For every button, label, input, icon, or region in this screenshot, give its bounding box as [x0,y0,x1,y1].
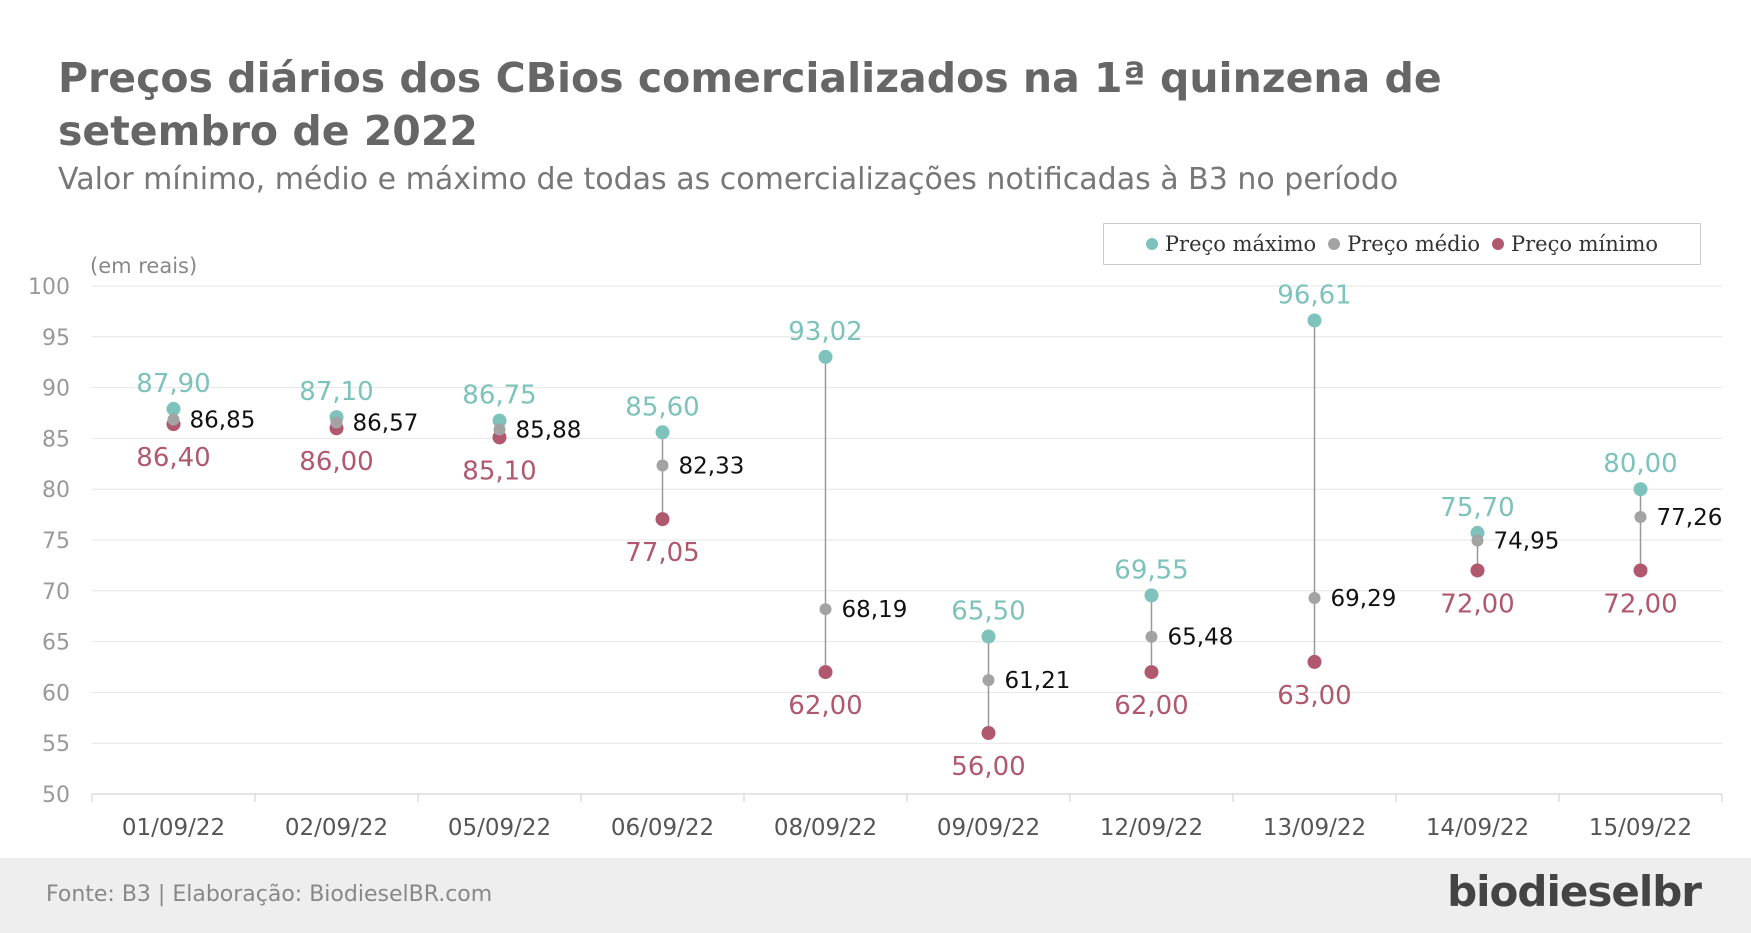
min-point [1470,563,1485,578]
legend-min-label: Preço mínimo [1510,232,1659,256]
avg-value-label: 69,29 [1331,586,1397,612]
x-tick-label: 12/09/22 [1100,815,1203,841]
min-value-label: 86,00 [299,447,373,477]
min-value-label: 72,00 [1440,589,1514,619]
avg-value-label: 65,48 [1168,625,1234,651]
max-value-label: 96,61 [1277,280,1351,310]
legend-max-label: Preço máximo [1164,232,1317,256]
min-point [818,665,833,680]
max-point [1307,313,1322,328]
max-point [1633,482,1648,497]
y-tick-label: 90 [42,377,70,402]
avg-point [330,416,343,429]
avg-point [1634,511,1647,524]
y-tick-label: 85 [42,427,70,452]
max-value-label: 85,60 [625,392,699,422]
y-tick-label: 100 [28,275,70,300]
avg-value-label: 82,33 [679,454,745,480]
max-value-label: 80,00 [1603,449,1677,479]
min-value-label: 72,00 [1603,589,1677,619]
avg-point [819,603,832,616]
max-value-label: 86,75 [462,381,536,411]
legend-avg-label: Preço médio [1347,232,1480,256]
min-value-label: 56,00 [951,752,1025,782]
min-point [1307,654,1322,669]
avg-value-label: 77,26 [1657,505,1723,531]
max-point [818,349,833,364]
max-value-label: 75,70 [1440,493,1514,523]
brand-logo: biodieselbr [1447,867,1702,916]
avg-point [982,674,995,687]
y-tick-label: 75 [42,529,70,554]
max-value-label: 69,55 [1114,555,1188,585]
min-point [1633,563,1648,578]
avg-point [656,459,669,472]
y-axis-label: (em reais) [90,254,197,278]
y-tick-label: 55 [42,732,70,757]
chart-legend: Preço máximo Preço médio Preço mínimo [1103,223,1701,265]
chart-plot: 100 95 90 85 80 75 70 65 60 55 50 (em reais) 01/09/2… [28,254,1723,841]
avg-value-label: 85,88 [516,417,582,443]
y-tick-label: 70 [42,580,70,605]
avg-value-label: 86,85 [190,408,256,434]
min-point [655,512,670,527]
min-value-label: 86,40 [136,443,210,473]
max-value-label: 65,50 [951,597,1025,627]
x-tick-label: 15/09/22 [1589,815,1692,841]
y-tick-label: 65 [42,631,70,656]
avg-point [1308,592,1321,605]
source-note: Fonte: B3 | Elaboração: BiodieselBR.com [46,882,493,907]
min-value-label: 77,05 [625,538,699,568]
max-value-label: 87,90 [136,369,210,399]
x-tick-label: 06/09/22 [611,815,714,841]
y-tick-label: 60 [42,681,70,706]
y-tick-label: 50 [42,783,70,808]
max-point [166,401,181,416]
avg-value-label: 86,57 [353,410,419,436]
max-point [655,425,670,440]
legend-item-max: Preço máximo [1145,232,1317,256]
x-tick-label: 01/09/22 [122,815,225,841]
max-point [981,629,996,644]
avg-point [167,413,180,426]
legend-item-min: Preço mínimo [1491,232,1659,256]
min-value-label: 62,00 [1114,691,1188,721]
legend-avg-dot [1328,238,1341,250]
avg-value-label: 68,19 [842,597,908,623]
y-tick-label: 80 [42,478,70,503]
avg-point [493,423,506,436]
avg-value-label: 74,95 [1494,529,1560,555]
x-tick-label: 05/09/22 [448,815,551,841]
legend-item-avg: Preço médio [1328,232,1480,256]
max-point [1144,588,1159,603]
min-value-label: 63,00 [1277,681,1351,711]
legend-max-dot [1145,238,1158,250]
min-point [1144,665,1159,680]
x-tick-label: 08/09/22 [774,815,877,841]
x-tick-label: 13/09/22 [1263,815,1366,841]
chart-title: Preços diários dos CBios comercializados… [58,54,1442,155]
footer: Fonte: B3 | Elaboração: BiodieselBR.com … [0,858,1751,933]
y-tick-label: 95 [42,326,70,351]
avg-point [1145,630,1158,643]
min-value-label: 85,10 [462,456,536,486]
max-point [492,413,507,428]
max-value-label: 93,02 [788,317,862,347]
x-tick-label: 02/09/22 [285,815,388,841]
x-tick-label: 09/09/22 [937,815,1040,841]
legend-min-dot [1491,238,1504,250]
min-value-label: 62,00 [788,691,862,721]
chart-subtitle: Valor mínimo, médio e máximo de todas as… [58,162,1399,197]
min-point [981,726,996,741]
max-value-label: 87,10 [299,377,373,407]
avg-value-label: 61,21 [1005,668,1071,694]
avg-point [1471,534,1484,547]
x-tick-label: 14/09/22 [1426,815,1529,841]
